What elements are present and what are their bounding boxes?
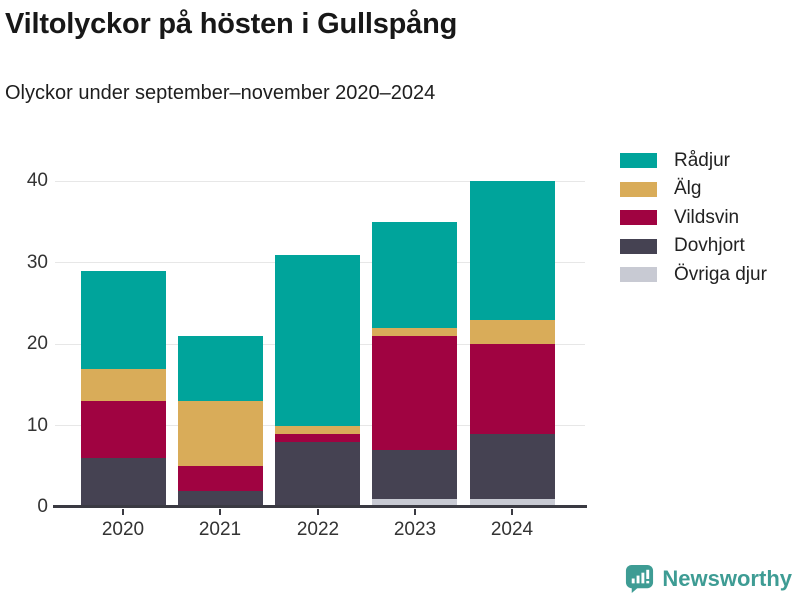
bar-segment [80,270,166,369]
bar-segment [177,466,263,491]
bar-segment [469,498,555,507]
x-axis-label-2024: 2024 [490,519,534,540]
bar-segment [80,401,166,459]
y-axis-tick-0: 0 [37,496,48,517]
gridline-40 [55,180,585,182]
x-axis-line [53,505,587,508]
bar-segment [275,425,361,434]
y-axis-tick-30: 30 [26,252,48,273]
x-axis-tick [219,509,222,515]
x-axis-label-2020: 2020 [101,519,145,540]
legend-label: Rådjur [674,149,730,171]
gridline-10 [55,425,585,427]
bar-segment [372,336,458,451]
legend-item-vildsvin: Vildsvin [620,207,767,228]
legend-label: Vildsvin [674,206,740,228]
y-axis-tick-20: 20 [26,333,48,354]
bar-segment [372,498,458,507]
legend-swatch-alg [620,181,657,197]
x-axis-tick [316,509,319,515]
bar-segment [80,458,166,507]
chart-title: Viltolyckor på hösten i Gullspång [5,8,458,40]
y-axis-tick-40: 40 [26,170,48,191]
bar-segment [372,327,458,337]
chart-subtitle: Olyckor under september–november 2020–20… [5,82,436,104]
plot-area [53,170,587,515]
legend-item-alg: Älg [620,178,767,200]
legend-swatch-radjur [620,153,657,168]
legend-label: Övriga djur [674,263,767,285]
newsworthy-brand: Newsworthy [624,563,792,594]
x-axis-label-2022: 2022 [296,519,340,540]
bar-segment [275,254,361,426]
x-axis-label-2023: 2023 [393,519,437,540]
x-axis-tick [413,509,416,515]
bar-segment [469,433,555,499]
bar-segment [177,401,263,467]
bar-segment [372,222,458,328]
bar-segment [177,336,263,402]
bar-segment [469,344,555,434]
legend-swatch-dovhjort [620,238,657,254]
newsworthy-speech-bubble-bar-chart-icon [626,564,654,594]
y-axis-tick-10: 10 [26,415,48,436]
bar-segment [469,181,555,320]
legend-item-dovhjort: Dovhjort [620,235,767,257]
legend: Rådjur Älg Vildsvin Dovhjort Övriga djur [620,150,767,293]
legend-label: Dovhjort [674,235,745,256]
bar-segment [372,450,458,499]
bar-segment [177,490,263,507]
bar-segment [275,433,361,442]
bar-segment [469,319,555,345]
x-axis-tick [122,509,124,515]
legend-swatch-ovriga-djur [620,267,657,282]
legend-item-radjur: Rådjur [620,150,767,171]
legend-item-ovriga-djur: Övriga djur [620,264,767,285]
legend-label: Älg [674,178,702,199]
bar-segment [275,441,361,507]
brand-name: Newsworthy [662,565,792,591]
legend-swatch-vildsvin [620,210,657,225]
bar-segment [80,368,166,402]
x-axis-label-2021: 2021 [198,519,242,540]
x-axis-tick [511,509,514,515]
